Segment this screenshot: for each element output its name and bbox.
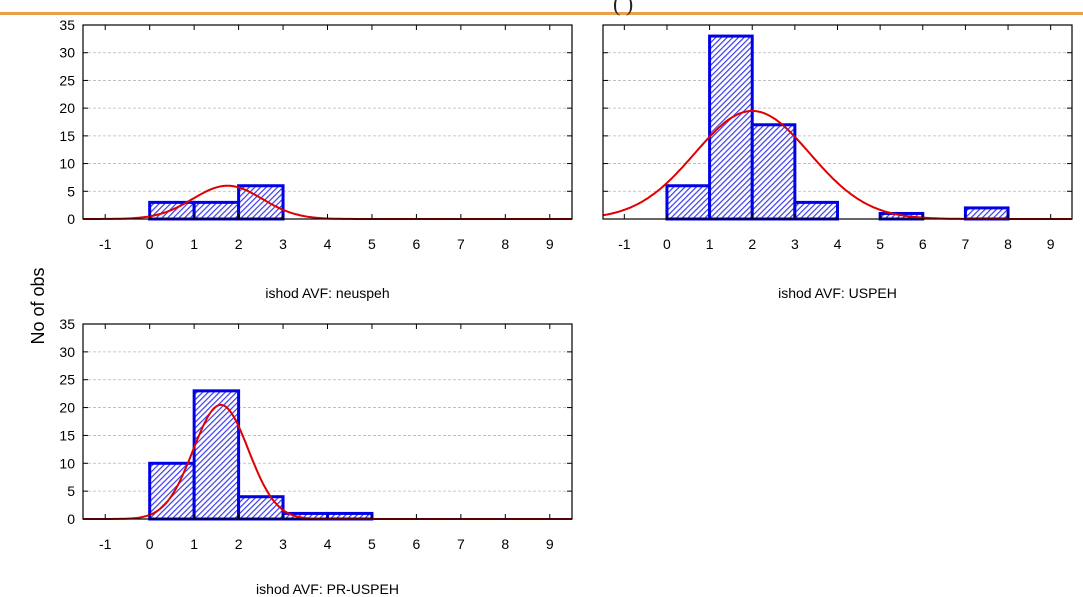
histogram-bar [793, 200, 840, 221]
y-tick-label: 35 [59, 17, 75, 33]
y-tick-label: 25 [59, 72, 75, 88]
x-tick-label: 3 [791, 236, 799, 252]
x-tick-label: 3 [279, 536, 287, 552]
x-tick-label: 4 [324, 236, 332, 252]
x-tick-label: 5 [368, 236, 376, 252]
y-tick-label: 10 [59, 156, 75, 172]
histogram-panel: 0 5 10 15 20 25 30 35 -1 0 1 2 3 4 5 6 7 8 9 ishod AVF: neu… [59, 17, 573, 301]
x-tick-label: 9 [546, 536, 554, 552]
y-tick-label: 30 [59, 45, 75, 61]
y-tick-label: 20 [59, 100, 75, 116]
histogram-bar [665, 184, 712, 221]
x-tick-label: 4 [324, 536, 332, 552]
y-tick-label: 20 [59, 400, 75, 416]
plot-frame [82, 24, 573, 220]
x-tick-label: 5 [876, 236, 884, 252]
x-tick-label: 6 [413, 236, 421, 252]
x-tick-label: 5 [368, 536, 376, 552]
histogram-bar [708, 34, 754, 221]
x-tick-label: 1 [190, 236, 198, 252]
x-tick-label: 2 [235, 536, 243, 552]
x-tick-label: 7 [457, 236, 465, 252]
histogram-bar [750, 123, 797, 221]
y-tick-label: 30 [59, 344, 75, 360]
histogram-panel: -1 0 1 2 3 4 5 6 7 8 9 ishod AVF: USPEH [602, 24, 1073, 301]
x-tick-label: -1 [618, 236, 631, 252]
y-tick-label: 5 [67, 483, 75, 499]
y-tick-label: 5 [67, 183, 75, 199]
x-tick-label: 6 [413, 536, 421, 552]
x-tick-label: 8 [501, 536, 509, 552]
x-tick-label: 6 [919, 236, 927, 252]
histogram-bar [192, 200, 241, 221]
panel-title: ishod AVF: USPEH [778, 285, 897, 301]
y-tick-label: 25 [59, 372, 75, 388]
panel-title: ishod AVF: neuspeh [265, 285, 389, 301]
x-tick-label: 0 [146, 536, 154, 552]
x-tick-label: 1 [706, 236, 714, 252]
y-tick-label: 35 [59, 316, 75, 332]
y-axis-label: No of obs [28, 267, 48, 344]
x-tick-label: 4 [834, 236, 842, 252]
histogram-panel: 0 5 10 15 20 25 30 35 -1 0 1 2 3 4 5 6 7 8 9 ishod AVF: PR-… [59, 316, 573, 597]
y-tick-label: 0 [67, 511, 75, 527]
histogram-bar [237, 495, 285, 521]
x-tick-label: -1 [99, 536, 112, 552]
x-tick-label: 2 [235, 236, 243, 252]
header-rule [0, 12, 1083, 15]
x-tick-label: 8 [501, 236, 509, 252]
x-tick-label: 1 [190, 536, 198, 552]
y-tick-label: 15 [59, 427, 75, 443]
x-tick-label: 0 [663, 236, 671, 252]
x-tick-label: 3 [279, 236, 287, 252]
x-tick-label: 2 [748, 236, 756, 252]
x-tick-label: 9 [1047, 236, 1055, 252]
y-tick-label: 15 [59, 128, 75, 144]
x-tick-label: 7 [457, 536, 465, 552]
x-tick-label: -1 [99, 236, 112, 252]
panel-title: ishod AVF: PR-USPEH [256, 581, 399, 597]
y-tick-label: 10 [59, 455, 75, 471]
histogram-bar [192, 389, 241, 521]
page-title-fragment: ( ) [613, 0, 634, 16]
histogram-bar [963, 206, 1010, 221]
x-tick-label: 7 [962, 236, 970, 252]
x-tick-label: 8 [1004, 236, 1012, 252]
y-tick-label: 0 [67, 211, 75, 227]
x-tick-label: 9 [546, 236, 554, 252]
x-tick-label: 0 [146, 236, 154, 252]
